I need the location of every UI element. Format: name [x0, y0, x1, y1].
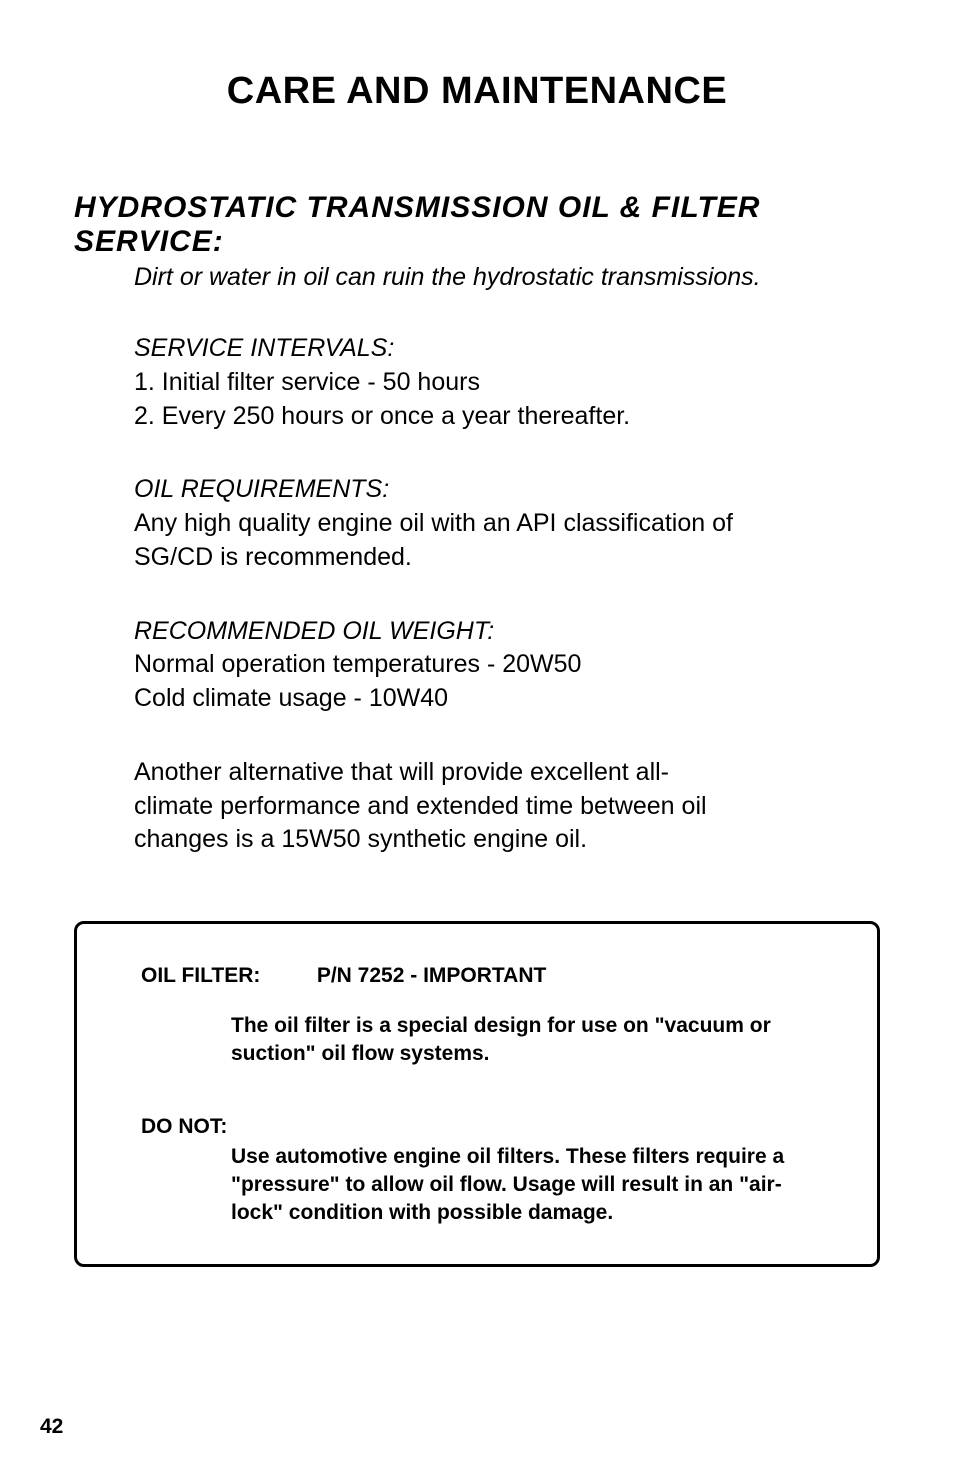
page-number: 42	[40, 1415, 63, 1439]
recommended-weight-line2: Cold climate usage - 10W40	[134, 682, 880, 716]
service-intervals-line2: 2. Every 250 hours or once a year therea…	[134, 400, 880, 434]
recommended-weight-block: RECOMMENDED OIL WEIGHT: Normal operation…	[134, 615, 880, 716]
oil-requirements-body: Any high quality engine oil with an API …	[134, 507, 774, 575]
recommended-weight-label: RECOMMENDED OIL WEIGHT:	[134, 615, 880, 649]
section-subhead: Dirt or water in oil can ruin the hydros…	[134, 263, 880, 292]
alternative-oil-block: Another alternative that will provide ex…	[134, 756, 880, 857]
do-not-label: DO NOT:	[141, 1115, 841, 1139]
oil-filter-row: OIL FILTER: P/N 7252 - IMPORTANT	[141, 964, 841, 988]
page-title: CARE AND MAINTENANCE	[74, 70, 880, 113]
service-intervals-label: SERVICE INTERVALS:	[134, 332, 880, 366]
oil-requirements-block: OIL REQUIREMENTS: Any high quality engin…	[134, 473, 880, 574]
oil-filter-label: OIL FILTER:	[141, 964, 311, 988]
recommended-weight-line1: Normal operation temperatures - 20W50	[134, 648, 880, 682]
oil-requirements-label: OIL REQUIREMENTS:	[134, 473, 880, 507]
alternative-oil-body: Another alternative that will provide ex…	[134, 756, 744, 857]
service-intervals-line1: 1. Initial filter service - 50 hours	[134, 366, 880, 400]
oil-filter-callout: OIL FILTER: P/N 7252 - IMPORTANT The oil…	[74, 921, 880, 1267]
oil-filter-value: P/N 7252 - IMPORTANT	[317, 964, 546, 987]
service-intervals-block: SERVICE INTERVALS: 1. Initial filter ser…	[134, 332, 880, 433]
oil-filter-body: The oil filter is a special design for u…	[231, 1012, 801, 1069]
do-not-body: Use automotive engine oil filters. These…	[231, 1143, 791, 1228]
section-heading: HYDROSTATIC TRANSMISSION OIL & FILTER SE…	[74, 191, 880, 259]
